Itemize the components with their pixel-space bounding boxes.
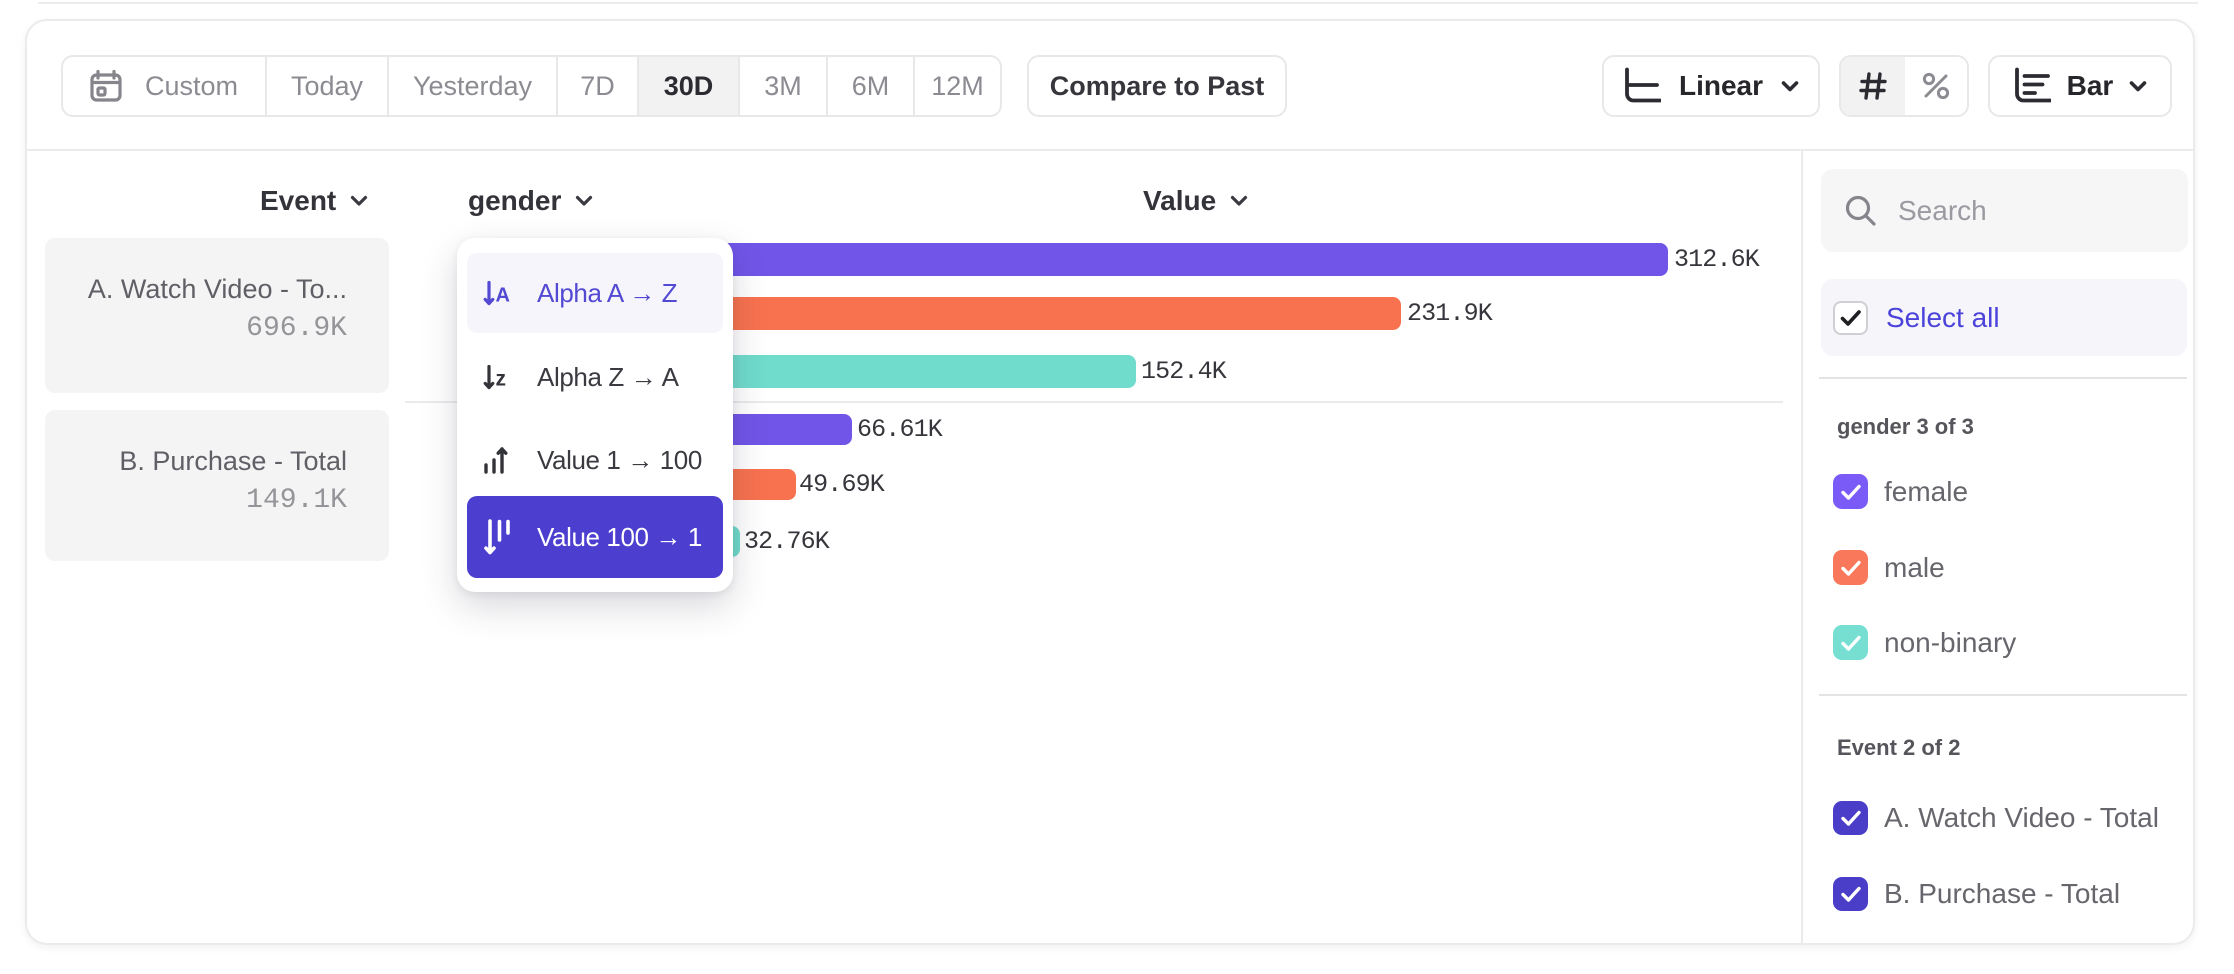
- svg-text:z: z: [496, 368, 507, 391]
- svg-text:A: A: [496, 285, 510, 307]
